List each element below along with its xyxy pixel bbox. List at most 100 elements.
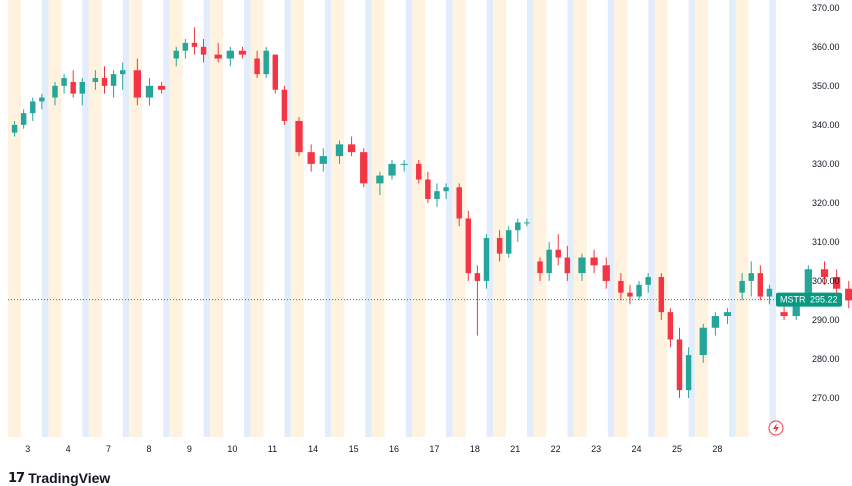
candles (11, 27, 852, 398)
price-chart[interactable]: 370.00 360.00 350.00 340.00 330.00 320.00 310.… (0, 0, 852, 460)
x-tick-label: 15 (349, 444, 359, 454)
candle (780, 304, 788, 320)
candle (79, 78, 86, 106)
x-tick-label: 3 (25, 444, 30, 454)
x-tick-label: 18 (470, 444, 480, 454)
candle (11, 120, 18, 137)
x-tick-label: 11 (268, 444, 277, 454)
candle (667, 308, 674, 348)
candle (70, 70, 76, 98)
lightning-icon[interactable] (768, 420, 784, 436)
afterhours-band (446, 0, 453, 437)
candle (757, 265, 764, 301)
y-tick-label: 340.00 (812, 120, 840, 130)
x-tick-label: 28 (712, 444, 722, 454)
candle (388, 159, 396, 180)
afterhours-band (122, 0, 130, 437)
x-tick-label: 16 (389, 444, 399, 454)
y-axis: 370.00 360.00 350.00 340.00 330.00 320.00 310.… (812, 3, 840, 403)
candle (618, 273, 624, 301)
candle (238, 46, 247, 59)
session-bands (8, 0, 776, 437)
x-tick-label: 17 (429, 444, 439, 454)
candle (92, 70, 99, 90)
candle (157, 81, 166, 94)
afterhours-band (203, 0, 211, 437)
x-tick-label: 23 (591, 444, 601, 454)
candle (739, 273, 745, 301)
candle (699, 323, 707, 363)
candle (347, 136, 356, 157)
candle (52, 81, 58, 106)
afterhours-band (729, 0, 736, 437)
candle (434, 183, 440, 207)
candle (307, 144, 315, 172)
y-tick-label: 310.00 (812, 237, 840, 247)
x-tick-label: 9 (187, 444, 192, 454)
candle (226, 46, 234, 67)
candle (564, 245, 571, 281)
candle (515, 218, 521, 242)
x-tick-label: 7 (106, 444, 111, 454)
candle (658, 273, 665, 320)
candle (465, 210, 472, 281)
x-axis: 3 4 7 8 9 10 11 14 15 16 17 18 21 22 23 24 25 28 (25, 444, 722, 454)
candle (376, 171, 384, 196)
candle (272, 54, 279, 94)
candle (263, 46, 269, 79)
afterhours-band (365, 0, 372, 437)
tradingview-mark-icon: 17 (8, 470, 25, 486)
candle (416, 159, 422, 184)
candle (627, 284, 633, 305)
candle (30, 97, 36, 121)
candle (546, 241, 552, 281)
premarket-band (493, 0, 506, 437)
last-price-badge: MSTR 295.22 (776, 292, 842, 307)
candle (645, 273, 651, 293)
afterhours-band (567, 0, 574, 437)
x-tick-label: 4 (66, 444, 71, 454)
candle (483, 234, 490, 289)
x-tick-label: 14 (308, 444, 318, 454)
candle (110, 70, 117, 98)
premarket-band (735, 0, 749, 437)
last-price-value: 295.22 (810, 295, 838, 305)
x-tick-label: 10 (227, 444, 237, 454)
candle (456, 183, 462, 227)
candle (832, 269, 841, 297)
candle (474, 265, 481, 336)
candle (191, 27, 198, 55)
candle (182, 39, 189, 59)
candle (400, 159, 408, 172)
afterhours-band (486, 0, 494, 437)
afterhours-band (769, 0, 776, 437)
candle (524, 218, 530, 227)
afterhours-band (405, 0, 413, 437)
premarket-band (88, 0, 102, 437)
candle (200, 39, 207, 63)
candle (685, 347, 692, 398)
candle (173, 46, 179, 67)
y-tick-label: 350.00 (812, 81, 840, 91)
candle (20, 109, 27, 129)
x-tick-label: 21 (510, 444, 520, 454)
y-tick-label: 300.00 (812, 276, 840, 286)
afterhours-band (648, 0, 655, 437)
y-tick-label: 270.00 (812, 393, 840, 403)
candle (145, 78, 154, 106)
premarket-band (654, 0, 668, 437)
candle (723, 308, 732, 324)
premarket-band (169, 0, 183, 437)
afterhours-band (688, 0, 696, 437)
candle (335, 140, 344, 164)
afterhours-band (607, 0, 615, 437)
candle (360, 148, 368, 188)
afterhours-band (527, 0, 534, 437)
candle (254, 50, 260, 79)
afterhours-band (163, 0, 170, 437)
candle (496, 230, 503, 262)
symbol-label: MSTR (780, 295, 806, 305)
premarket-band (8, 0, 21, 437)
candle (555, 234, 561, 266)
candle (101, 66, 108, 94)
